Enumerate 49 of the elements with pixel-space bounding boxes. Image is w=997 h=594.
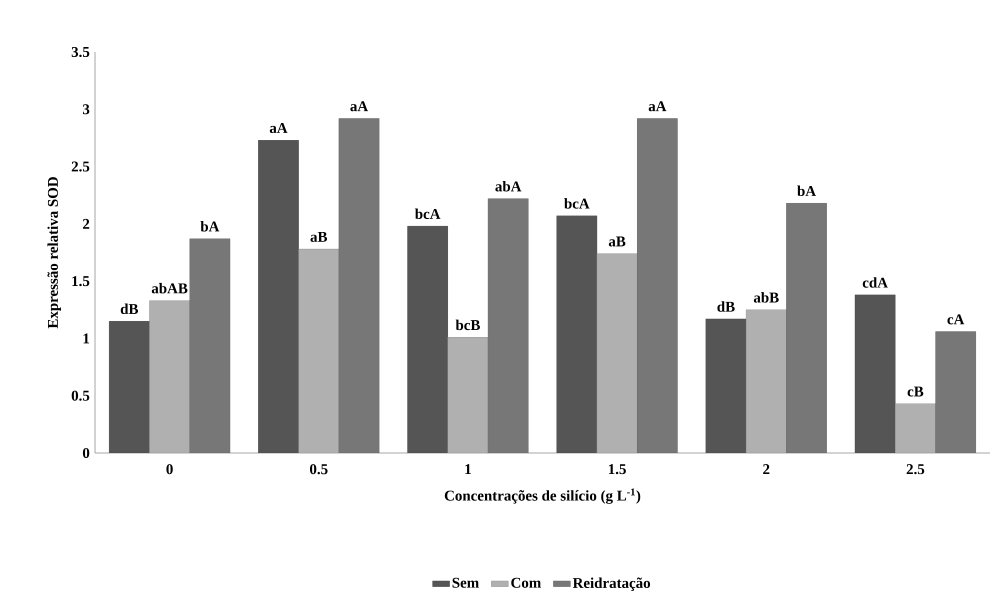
x-tick-label: 2: [763, 464, 770, 474]
y-tick-label: 3: [82, 104, 90, 114]
y-tick-label: 1.5: [72, 276, 90, 286]
y-tick-label: 2: [82, 218, 90, 229]
x-tick-label: 1: [465, 464, 471, 474]
legend-label: Sem: [452, 578, 479, 588]
data-label: abAB: [152, 282, 188, 294]
data-label: dB: [717, 301, 735, 312]
x-tick-label: 1.5: [608, 464, 626, 474]
bar: [488, 198, 529, 453]
data-label: cdA: [862, 277, 888, 288]
x-tick-label: 0: [166, 464, 173, 474]
y-axis-title: Expressão relativa SOD: [47, 177, 61, 328]
data-label: cB: [908, 386, 924, 397]
bar: [108, 320, 150, 453]
bar: [556, 216, 598, 453]
bar: [258, 140, 299, 453]
bar: [786, 202, 827, 453]
data-label: dB: [120, 304, 138, 314]
x-tick-label: 2.5: [906, 464, 924, 474]
data-label: bcB: [456, 320, 480, 330]
y-tick-label: 2.5: [72, 161, 90, 172]
data-label: abA: [495, 180, 522, 192]
y-tick-label: 0: [82, 448, 90, 458]
bar: [706, 318, 746, 453]
bar: [407, 226, 448, 453]
data-label: bA: [797, 186, 816, 196]
data-label: aB: [310, 232, 328, 242]
data-label: aA: [648, 101, 666, 112]
x-tick-label: 0.5: [310, 464, 328, 474]
data-label: bA: [200, 221, 220, 232]
legend-label: Com: [511, 578, 541, 588]
y-tick-label: 0.5: [72, 390, 90, 401]
data-label: aA: [270, 122, 288, 133]
data-label: bcA: [414, 208, 440, 219]
data-label: abB: [754, 292, 779, 303]
data-label: aB: [608, 236, 626, 246]
data-label: aA: [350, 101, 368, 112]
x-axis-title: Concentrações de silício (g L$^{-1}$): [444, 488, 640, 504]
bar: [637, 118, 678, 453]
legend-label: Reidratação: [572, 577, 650, 591]
bar: [935, 331, 976, 453]
y-tick-label: 1: [84, 333, 90, 344]
data-label: bcA: [564, 198, 590, 209]
data-label: cA: [947, 314, 964, 324]
bar: [854, 294, 896, 453]
bar: [190, 238, 230, 453]
bar: [338, 118, 380, 453]
y-tick-label: 3.5: [72, 46, 90, 58]
